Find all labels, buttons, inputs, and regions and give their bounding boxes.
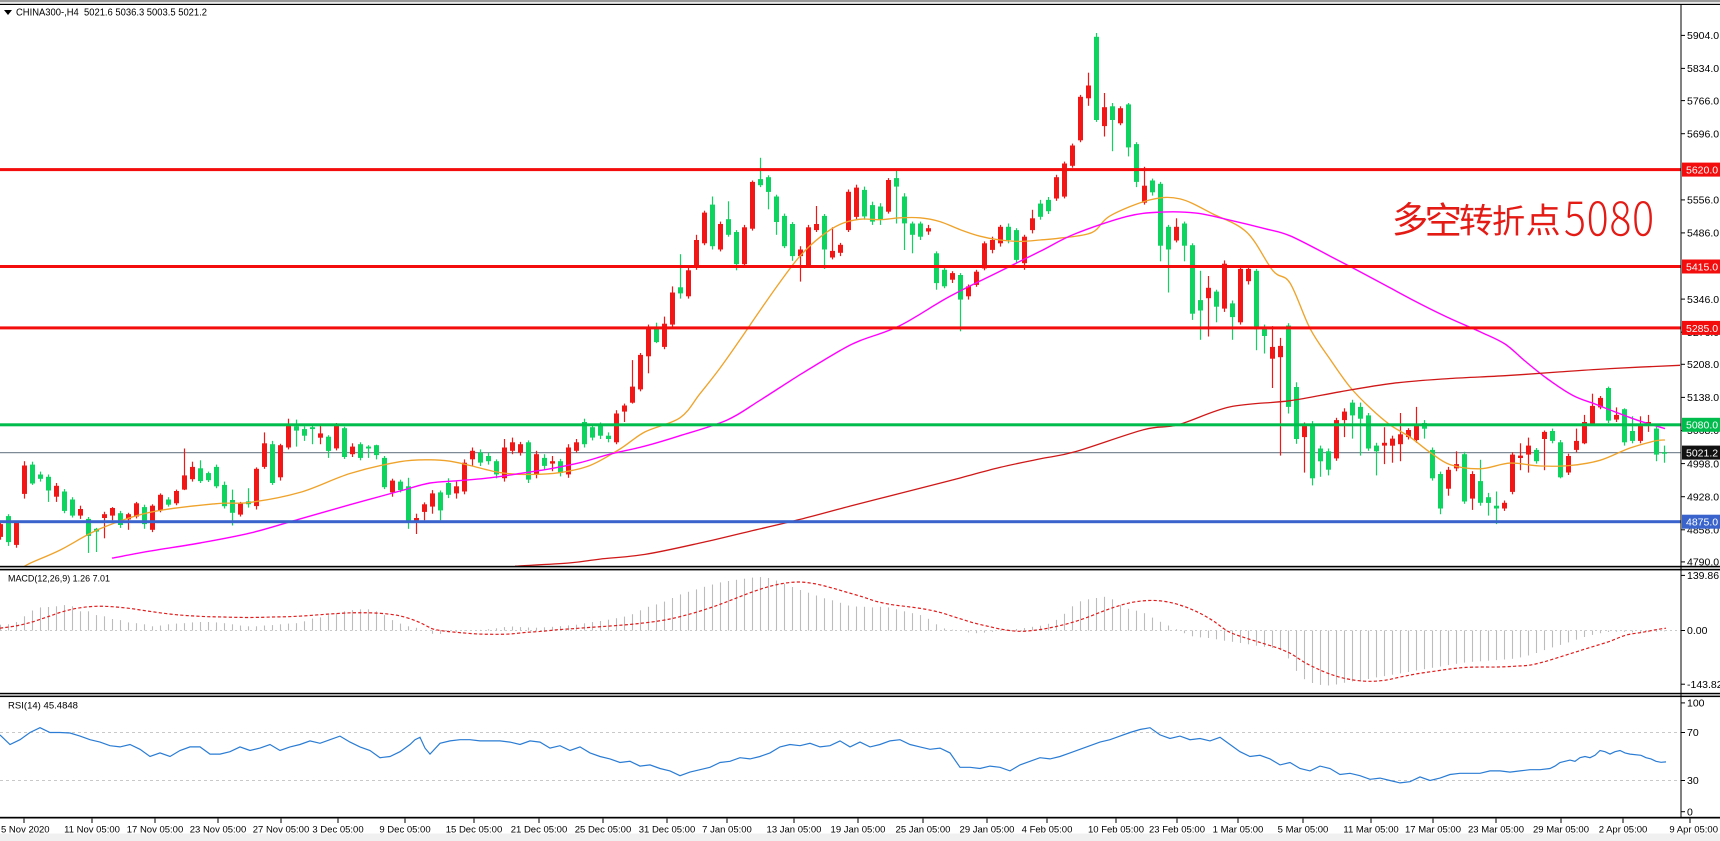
svg-text:5766.0: 5766.0 xyxy=(1687,95,1719,107)
svg-text:27 Nov 05:00: 27 Nov 05:00 xyxy=(253,825,310,836)
svg-text:70: 70 xyxy=(1687,727,1699,739)
svg-text:5080.0: 5080.0 xyxy=(1686,420,1718,432)
svg-text:5620.0: 5620.0 xyxy=(1686,165,1718,177)
svg-text:29 Jan 05:00: 29 Jan 05:00 xyxy=(960,825,1015,836)
svg-text:11 Nov 05:00: 11 Nov 05:00 xyxy=(64,825,120,836)
svg-text:9 Apr 05:00: 9 Apr 05:00 xyxy=(1669,825,1718,836)
svg-text:17 Nov 05:00: 17 Nov 05:00 xyxy=(127,825,184,836)
svg-text:5 Mar 05:00: 5 Mar 05:00 xyxy=(1278,825,1329,836)
svg-text:17 Mar 05:00: 17 Mar 05:00 xyxy=(1405,825,1461,836)
svg-text:29 Mar 05:00: 29 Mar 05:00 xyxy=(1533,825,1589,836)
svg-text:5285.0: 5285.0 xyxy=(1686,323,1718,335)
svg-text:2 Apr 05:00: 2 Apr 05:00 xyxy=(1599,825,1648,836)
svg-text:-143.82: -143.82 xyxy=(1687,679,1720,691)
svg-text:5021.2: 5021.2 xyxy=(1686,448,1718,460)
svg-text:7 Jan 05:00: 7 Jan 05:00 xyxy=(702,825,752,836)
svg-text:100: 100 xyxy=(1687,698,1705,710)
svg-text:5696.0: 5696.0 xyxy=(1687,128,1719,140)
svg-text:4 Feb 05:00: 4 Feb 05:00 xyxy=(1022,825,1073,836)
svg-text:5208.0: 5208.0 xyxy=(1687,359,1719,371)
svg-text:5556.0: 5556.0 xyxy=(1687,195,1719,207)
svg-text:5834.0: 5834.0 xyxy=(1687,63,1719,75)
svg-text:3 Dec 05:00: 3 Dec 05:00 xyxy=(312,825,363,836)
svg-text:13 Jan 05:00: 13 Jan 05:00 xyxy=(767,825,822,836)
svg-text:30: 30 xyxy=(1687,775,1699,787)
svg-text:0.00: 0.00 xyxy=(1687,625,1708,637)
svg-text:5904.0: 5904.0 xyxy=(1687,30,1719,42)
svg-text:4875.0: 4875.0 xyxy=(1686,517,1718,529)
svg-text:23 Feb 05:00: 23 Feb 05:00 xyxy=(1149,825,1205,836)
svg-text:21 Dec 05:00: 21 Dec 05:00 xyxy=(511,825,568,836)
svg-text:9 Dec 05:00: 9 Dec 05:00 xyxy=(379,825,430,836)
svg-text:RSI(14) 45.4848: RSI(14) 45.4848 xyxy=(8,701,78,712)
svg-text:4790.0: 4790.0 xyxy=(1687,557,1719,569)
svg-text:0: 0 xyxy=(1687,806,1693,818)
svg-text:MACD(12,26,9) 1.26 7.01: MACD(12,26,9) 1.26 7.01 xyxy=(8,574,110,585)
svg-text:23 Nov 05:00: 23 Nov 05:00 xyxy=(190,825,247,836)
svg-text:11 Mar 05:00: 11 Mar 05:00 xyxy=(1343,825,1398,836)
svg-text:25 Jan 05:00: 25 Jan 05:00 xyxy=(896,825,951,836)
svg-text:1 Mar 05:00: 1 Mar 05:00 xyxy=(1213,825,1264,836)
svg-text:139.86: 139.86 xyxy=(1687,570,1719,582)
svg-text:31 Dec 05:00: 31 Dec 05:00 xyxy=(639,825,696,836)
svg-text:10 Feb 05:00: 10 Feb 05:00 xyxy=(1088,825,1144,836)
svg-text:CHINA300-,H4 5021.6 5036.3 50: CHINA300-,H4 5021.6 5036.3 5003.5 5021.2 xyxy=(16,7,207,18)
svg-text:5138.0: 5138.0 xyxy=(1687,392,1719,404)
svg-text:4998.0: 4998.0 xyxy=(1687,458,1719,470)
svg-text:15 Dec 05:00: 15 Dec 05:00 xyxy=(446,825,503,836)
svg-text:5486.0: 5486.0 xyxy=(1687,228,1719,240)
svg-text:5346.0: 5346.0 xyxy=(1687,294,1719,306)
svg-text:4928.0: 4928.0 xyxy=(1687,491,1719,503)
svg-text:5415.0: 5415.0 xyxy=(1686,261,1718,273)
svg-text:23 Mar 05:00: 23 Mar 05:00 xyxy=(1468,825,1524,836)
svg-text:25 Dec 05:00: 25 Dec 05:00 xyxy=(575,825,632,836)
svg-text:19 Jan 05:00: 19 Jan 05:00 xyxy=(831,825,886,836)
svg-text:5 Nov 2020: 5 Nov 2020 xyxy=(1,825,50,836)
